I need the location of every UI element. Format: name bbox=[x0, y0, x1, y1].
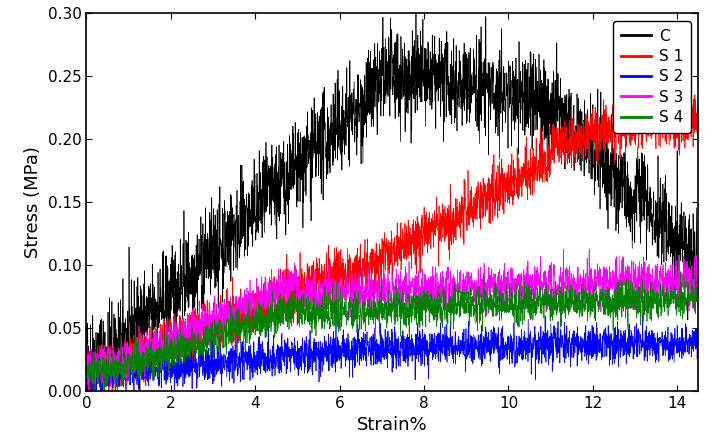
S 1 bbox=[152, 361, 161, 366]
S 2 bbox=[694, 333, 703, 338]
S 2 bbox=[541, 313, 549, 318]
S 3 bbox=[317, 301, 325, 306]
S 2 bbox=[152, 367, 161, 372]
S 1 bbox=[616, 128, 625, 134]
C bbox=[317, 191, 325, 197]
Line: S 1: S 1 bbox=[86, 78, 698, 391]
S 1 bbox=[343, 245, 352, 250]
S 2 bbox=[189, 363, 197, 368]
S 4 bbox=[152, 348, 161, 353]
C bbox=[152, 316, 161, 321]
S 4 bbox=[683, 303, 691, 309]
C bbox=[82, 345, 91, 351]
S 3 bbox=[694, 288, 703, 293]
S 3 bbox=[343, 291, 352, 297]
S 3 bbox=[683, 270, 691, 276]
C bbox=[85, 388, 94, 393]
S 3 bbox=[559, 247, 568, 252]
S 1 bbox=[188, 326, 197, 332]
S 1 bbox=[694, 132, 703, 138]
S 3 bbox=[82, 355, 91, 361]
S 2 bbox=[82, 388, 91, 393]
S 3 bbox=[152, 339, 161, 345]
S 1 bbox=[317, 276, 325, 281]
C bbox=[189, 257, 197, 262]
S 3 bbox=[616, 270, 625, 276]
S 1 bbox=[683, 107, 691, 112]
S 1 bbox=[652, 75, 661, 80]
S 4 bbox=[89, 388, 98, 393]
S 2 bbox=[616, 328, 625, 333]
S 4 bbox=[616, 287, 625, 292]
S 3 bbox=[189, 308, 197, 313]
S 4 bbox=[694, 297, 703, 303]
Legend: C, S 1, S 2, S 3, S 4: C, S 1, S 2, S 3, S 4 bbox=[613, 21, 690, 133]
S 1 bbox=[82, 388, 91, 393]
Line: S 4: S 4 bbox=[86, 272, 698, 391]
C bbox=[343, 120, 352, 125]
C bbox=[683, 234, 691, 239]
S 2 bbox=[317, 344, 325, 349]
Y-axis label: Stress (MPa): Stress (MPa) bbox=[24, 146, 42, 258]
S 2 bbox=[84, 388, 92, 393]
S 2 bbox=[343, 336, 352, 341]
Line: C: C bbox=[86, 5, 698, 391]
S 4 bbox=[676, 269, 685, 274]
S 3 bbox=[84, 388, 93, 393]
S 4 bbox=[189, 347, 197, 352]
C bbox=[616, 151, 625, 157]
C bbox=[694, 266, 703, 271]
S 4 bbox=[317, 309, 325, 314]
Line: S 2: S 2 bbox=[86, 316, 698, 391]
S 2 bbox=[683, 342, 691, 347]
C bbox=[412, 3, 420, 8]
Line: S 3: S 3 bbox=[86, 250, 698, 391]
X-axis label: Strain%: Strain% bbox=[357, 416, 428, 434]
S 4 bbox=[82, 359, 91, 364]
S 4 bbox=[343, 309, 352, 314]
